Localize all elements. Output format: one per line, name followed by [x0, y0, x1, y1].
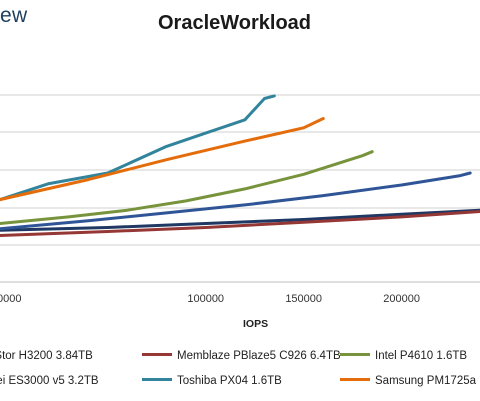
- legend-item: Intel P4610 1.6TB: [340, 350, 467, 362]
- legend-label: Toshiba PX04 1.6TB: [177, 375, 282, 387]
- legend-item: Toshiba PX04 1.6TB: [142, 375, 282, 387]
- series-line-5: [0, 94, 276, 202]
- series-lines: [0, 94, 480, 237]
- series-line-3: [0, 150, 374, 225]
- series-line-4: [0, 171, 472, 231]
- x-tick-label: 200000: [383, 293, 420, 305]
- legend-label: Intel P4610 1.6TB: [375, 350, 468, 362]
- legend-item: uStor H3200 3.84TB: [0, 350, 93, 362]
- legend-label: wei ES3000 v5 3.2TB: [0, 375, 99, 387]
- brand-logo-text: ew: [0, 4, 28, 27]
- legend-label: uStor H3200 3.84TB: [0, 350, 93, 362]
- legend-item: Memblaze PBlaze5 C926 6.4TB: [142, 350, 341, 362]
- series-line-2: [0, 210, 480, 237]
- legend-swatch: [142, 378, 172, 382]
- series-line-1: [0, 208, 480, 232]
- x-tick-label: 0000: [0, 293, 22, 305]
- legend-swatch: [142, 353, 172, 357]
- x-tick-label: 150000: [285, 293, 323, 305]
- gridlines: [0, 94, 480, 246]
- legend-swatch: [340, 378, 370, 382]
- chart-title: OracleWorkload: [158, 12, 312, 34]
- legend-item: wei ES3000 v5 3.2TB: [0, 375, 99, 387]
- x-tick-label: 100000: [187, 293, 225, 305]
- legend-label: Memblaze PBlaze5 C926 6.4TB: [177, 350, 341, 362]
- legend-item: Samsung PM1725a 1: [340, 375, 480, 387]
- x-axis-label: IOPS: [243, 318, 269, 330]
- legend-label: Samsung PM1725a 1: [375, 375, 480, 387]
- legend-swatch: [340, 353, 370, 357]
- series-line-6: [0, 117, 325, 202]
